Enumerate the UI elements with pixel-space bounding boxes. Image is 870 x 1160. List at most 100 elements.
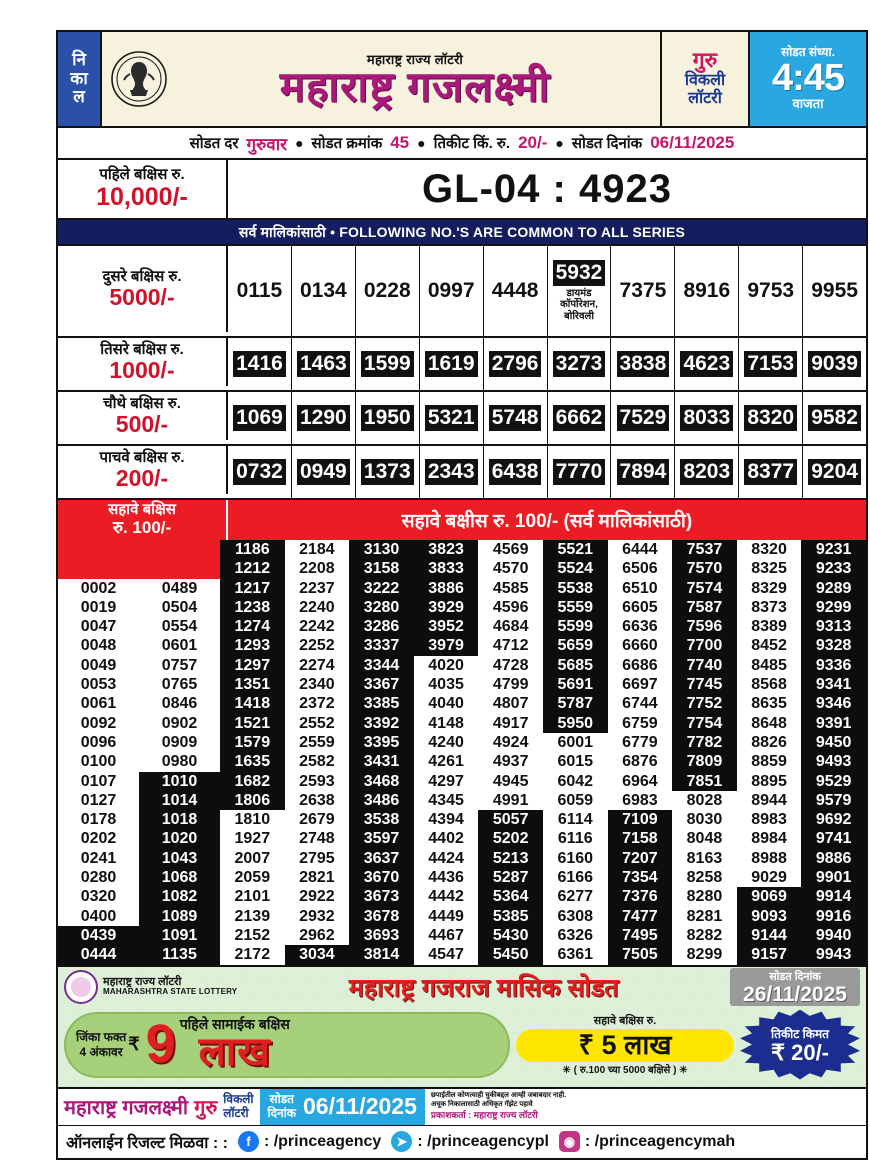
grid-number-cell: 4394 bbox=[413, 810, 479, 830]
grid-number-cell: 1014 bbox=[139, 790, 220, 811]
grid-number-cell: 0439 bbox=[58, 925, 139, 946]
prize-number-cell: 3273 bbox=[548, 338, 612, 390]
grid-number-cell: 8280 bbox=[672, 887, 737, 907]
grid-number-cell: 0902 bbox=[139, 713, 220, 733]
grid-number-cell: 8988 bbox=[736, 848, 802, 869]
prize-number: 5748 bbox=[488, 405, 542, 431]
prize-number: 9955 bbox=[811, 279, 858, 302]
telegram-handle[interactable]: : /princeagencypl bbox=[417, 1132, 549, 1150]
grid-number-cell: 5691 bbox=[542, 675, 608, 695]
grid-number-cell: 5213 bbox=[478, 848, 543, 869]
prize-rows-container: दुसरे बक्षिस रु. 5000/- 0115 0134 0228 0997 44… bbox=[58, 244, 866, 498]
advert-heading: महाराष्ट्र गजराज मासिक सोडत bbox=[348, 973, 619, 1002]
grid-number-cell: 6308 bbox=[542, 906, 608, 926]
grid-number-cell: 9231 bbox=[801, 540, 866, 560]
prize-number: 8377 bbox=[744, 459, 798, 485]
grid-number-cell: 5364 bbox=[478, 887, 543, 907]
grid-number-cell: 3538 bbox=[349, 810, 414, 830]
grid-number-cell: 9741 bbox=[801, 829, 866, 849]
grid-number-cell: 8826 bbox=[736, 732, 802, 753]
grid-number-cell: 1297 bbox=[220, 655, 285, 676]
grid-number-cell: 6660 bbox=[607, 636, 673, 656]
prize-number: 1373 bbox=[360, 459, 414, 485]
advert-ticket-price-label: तिकीट किमत bbox=[771, 1027, 829, 1042]
grid-number-cell: 7158 bbox=[607, 829, 673, 849]
social-telegram[interactable]: ➤ : /princeagencypl bbox=[391, 1131, 549, 1153]
first-prize-row: पहिले बक्षिस रु. 10,000/- GL-04 : 4923 bbox=[58, 160, 866, 220]
grid-number-cell: 3392 bbox=[349, 713, 414, 733]
masthead-names: महाराष्ट्र राज्य लॉटरी महाराष्ट्र गजलक्ष… bbox=[170, 50, 660, 108]
footer-weekly-1: विकली bbox=[223, 1092, 254, 1107]
nikal-char-3: ल bbox=[73, 87, 85, 107]
advert-sixth-note: ✳ ( रु.100 च्या 5000 बक्षिसे ) ✳ bbox=[562, 1064, 688, 1076]
telegram-icon[interactable]: ➤ bbox=[391, 1131, 413, 1153]
sixth-prize-label-block: सहावे बक्षिस रु. 100/- bbox=[58, 500, 228, 540]
grid-number-cell: 4924 bbox=[478, 732, 543, 753]
separator-dot-2: ● bbox=[417, 135, 426, 151]
prize-number-cell: 4448 bbox=[484, 246, 548, 336]
grid-number-cell: 4570 bbox=[478, 559, 543, 579]
grid-number-cell: 2593 bbox=[284, 771, 350, 791]
grid-number-cell: 0444 bbox=[58, 945, 139, 965]
advert-win-lines: जिंका फक्त 4 अंकावर bbox=[76, 1030, 126, 1059]
prize-label: तिसरे बक्षिस रु. bbox=[100, 340, 184, 358]
grid-number-cell: 6160 bbox=[542, 848, 608, 869]
grid-number-cell: 9289 bbox=[801, 578, 866, 598]
grid-number-cell: 9493 bbox=[801, 752, 866, 772]
grid-number-cell: 2184 bbox=[284, 540, 350, 560]
grid-number-cell: 3158 bbox=[349, 559, 414, 579]
prize-number-cell: 9955 bbox=[803, 246, 866, 336]
grid-number-cell: 3693 bbox=[349, 925, 414, 946]
advert-date-block: सोडत दिनांक 26/11/2025 bbox=[730, 967, 860, 1006]
disclaimer-line-1: छपाईतील कोणत्याही चुकीबद्दल आम्ही जबाबदा… bbox=[430, 1092, 567, 1100]
disclaimer-line-2: अचूक निकालासाठी अधिकृत गॅझेट पहावे bbox=[430, 1100, 533, 1108]
grid-number-cell: 0096 bbox=[58, 732, 139, 753]
grid-number-cell: 9914 bbox=[801, 887, 866, 907]
grid-number-cell: 4917 bbox=[478, 713, 543, 733]
grid-number-cell: 2638 bbox=[284, 790, 350, 811]
prize-row: चौथे बक्षिस रु. 500/- 1069 1290 1950 5321 5748… bbox=[58, 390, 866, 444]
grid-number-cell: 6983 bbox=[607, 790, 673, 811]
grid-number-cell: 2679 bbox=[284, 810, 350, 830]
grid-number-cell: 0601 bbox=[139, 636, 220, 656]
prize-number-cell: 9039 bbox=[803, 338, 866, 390]
prize-number-cell: 0732 bbox=[228, 446, 292, 498]
instagram-icon[interactable]: ◉ bbox=[558, 1131, 580, 1153]
social-facebook[interactable]: f : /princeagency bbox=[237, 1131, 382, 1153]
prize-number: 9753 bbox=[747, 279, 795, 302]
grid-number-cell: 8895 bbox=[736, 771, 802, 791]
facebook-handle[interactable]: : /princeagency bbox=[263, 1132, 382, 1150]
grid-number-cell: 6510 bbox=[607, 578, 673, 598]
grid-number-cell: 6042 bbox=[542, 771, 608, 791]
grid-number-cell: 9579 bbox=[801, 790, 866, 811]
grid-number-cell: 2795 bbox=[284, 848, 350, 869]
grid-number-cell: 8859 bbox=[736, 752, 802, 772]
grid-number-cell: 5659 bbox=[542, 636, 608, 656]
facebook-icon[interactable]: f bbox=[237, 1131, 259, 1153]
grid-number-cell: 0053 bbox=[58, 675, 139, 695]
grid-number-cell: 6876 bbox=[607, 752, 673, 772]
grid-number-cell: 3367 bbox=[349, 675, 414, 695]
grid-number-cell: 1135 bbox=[139, 945, 220, 965]
grid-number-cell: 8984 bbox=[736, 829, 802, 849]
grid-number-cell: 4402 bbox=[413, 829, 479, 849]
prize-number-cell: 0115 bbox=[228, 246, 292, 336]
grid-number-cell: 5538 bbox=[542, 578, 608, 598]
grid-number-cell: 6114 bbox=[542, 810, 608, 830]
grid-number-cell: 4261 bbox=[413, 752, 479, 772]
prize-number: 0134 bbox=[300, 279, 347, 302]
separator-dot-1: ● bbox=[295, 135, 304, 151]
masthead-middle: महाराष्ट्र राज्य लॉटरी महाराष्ट्र गजलक्ष… bbox=[102, 32, 660, 126]
grid-number-cell: 3979 bbox=[413, 636, 479, 656]
grid-number-cell: 5057 bbox=[478, 810, 543, 830]
guru-label: गुरु bbox=[692, 49, 718, 73]
grid-number-cell: 0504 bbox=[139, 597, 220, 618]
grid-number-cell: 2139 bbox=[220, 906, 285, 926]
social-instagram[interactable]: ◉ : /princeagencymah bbox=[558, 1131, 736, 1153]
prize-number: 1619 bbox=[424, 351, 478, 377]
grid-number-cell: 0178 bbox=[58, 810, 139, 830]
grid-number-cell: 7376 bbox=[607, 887, 673, 907]
instagram-handle[interactable]: : /princeagencymah bbox=[584, 1132, 736, 1150]
grid-number-cell: 1043 bbox=[139, 848, 220, 869]
weekly-label-1: विकली bbox=[684, 72, 726, 90]
